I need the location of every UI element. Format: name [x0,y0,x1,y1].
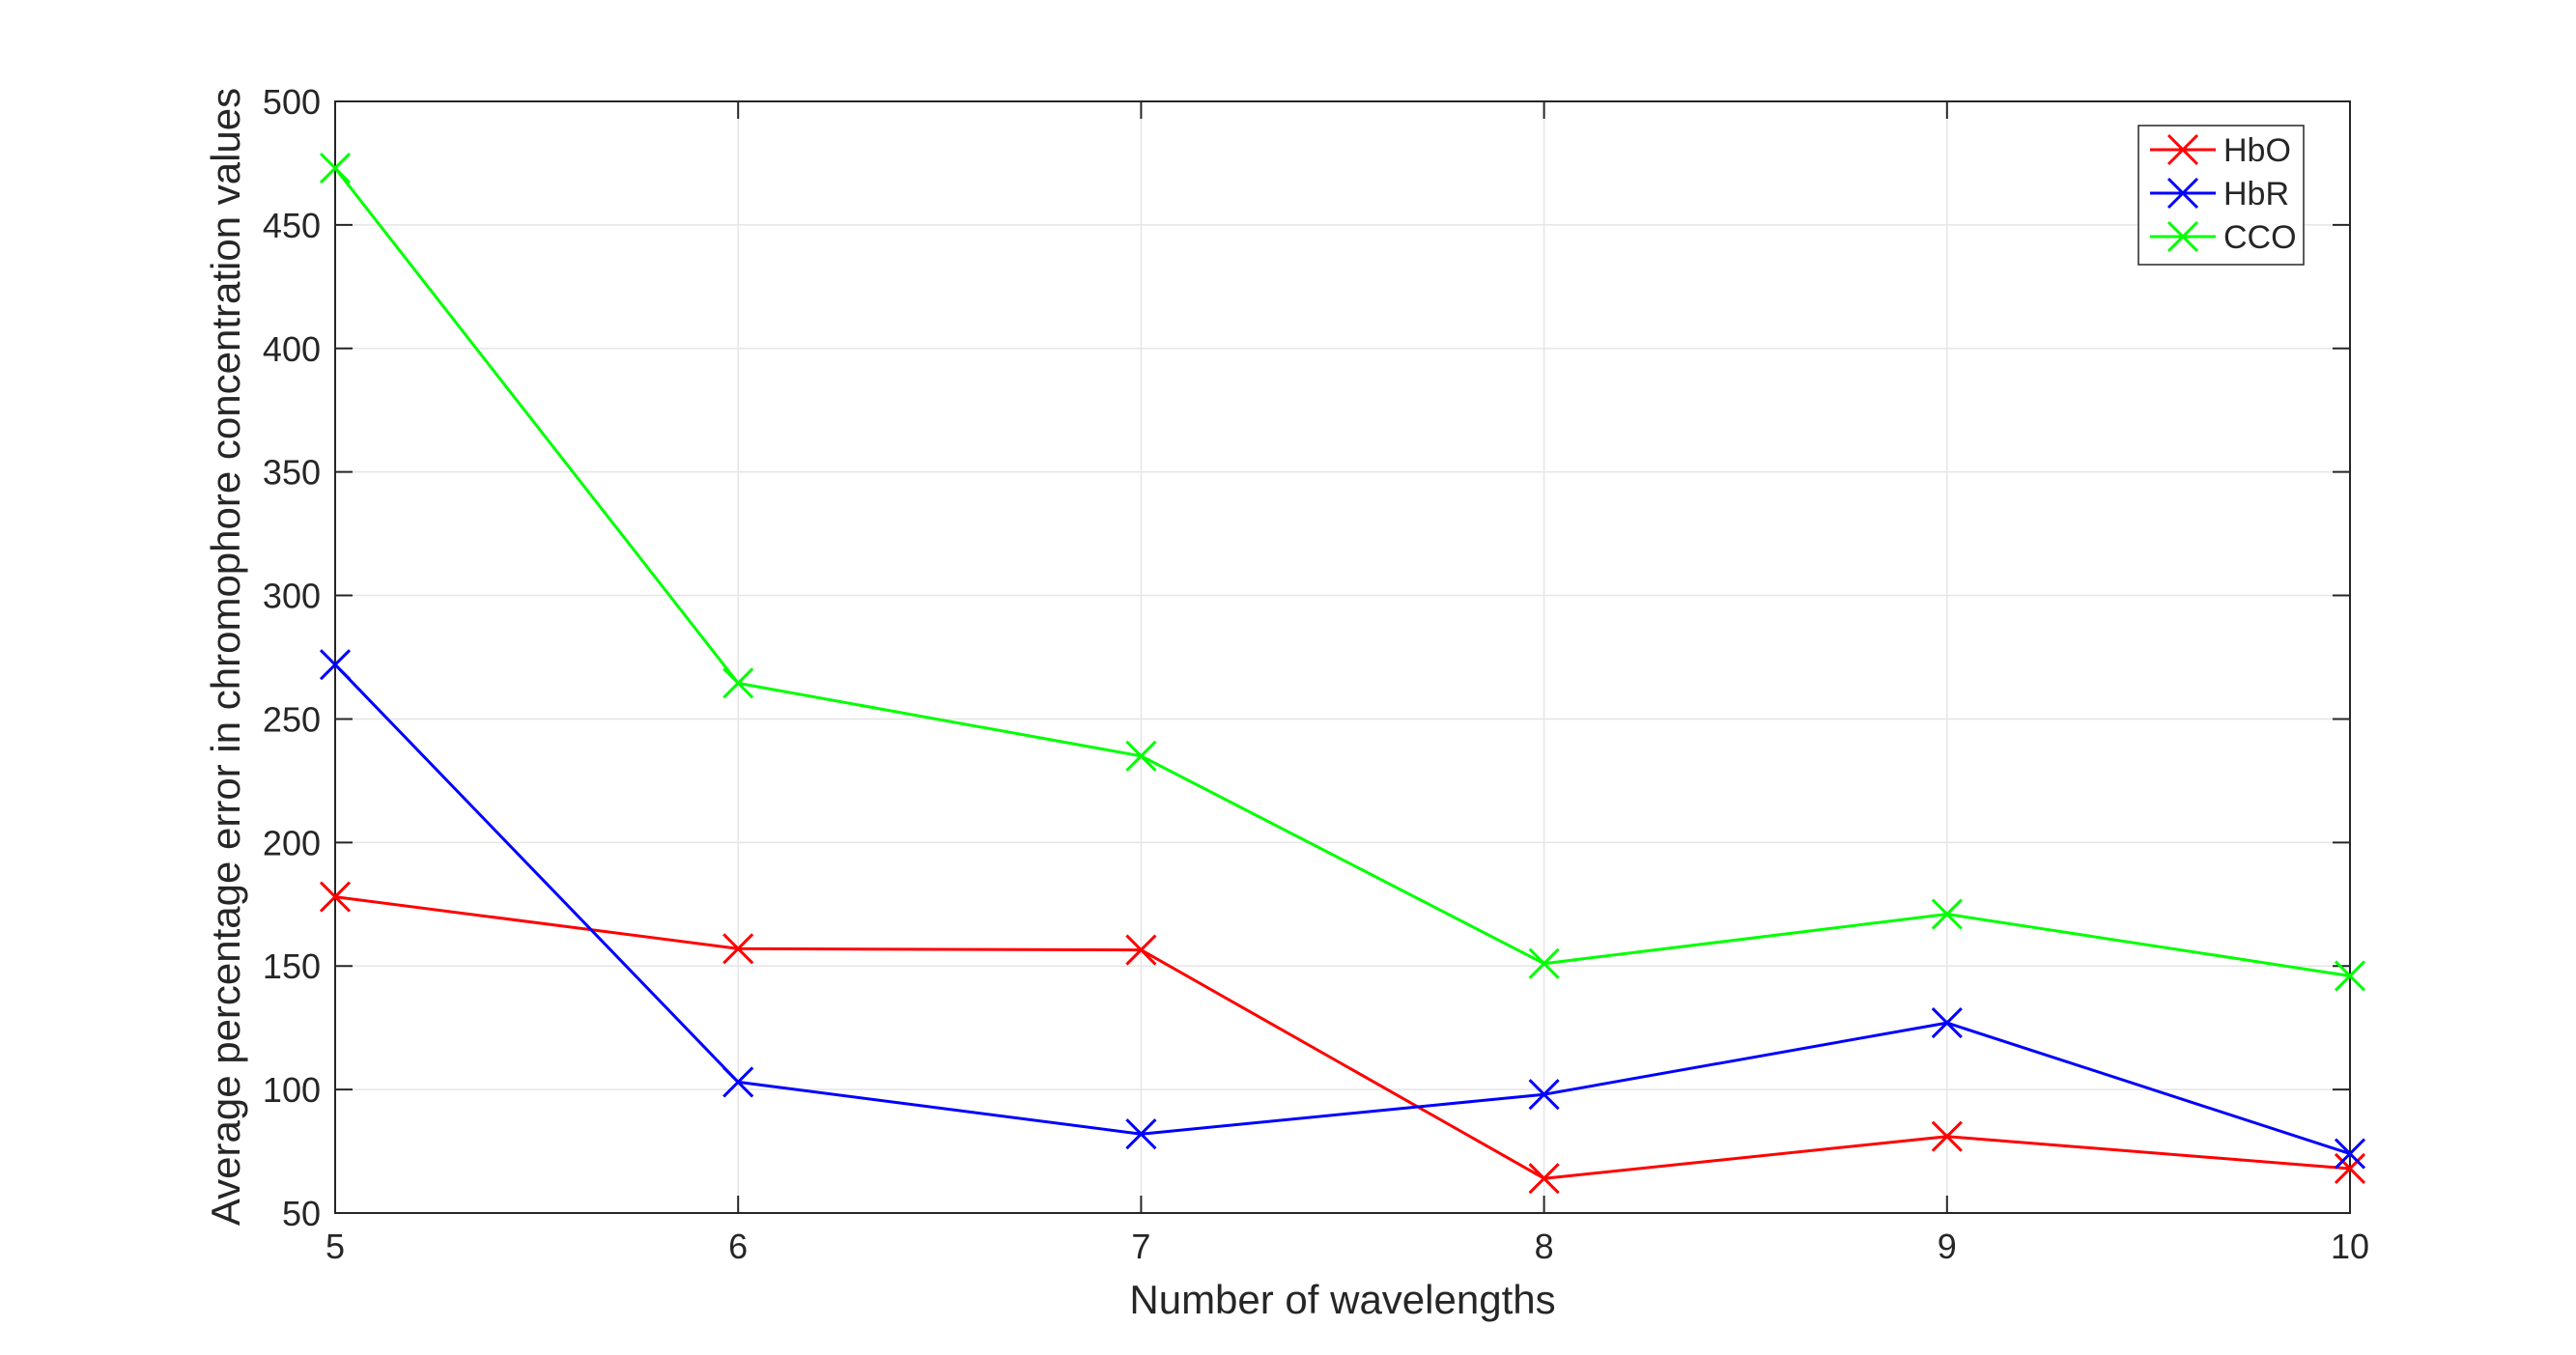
x-tick-label: 7 [1131,1227,1150,1266]
y-tick-label: 250 [263,699,321,739]
legend-label: HbO [2223,132,2291,169]
legend-marker [2166,177,2199,210]
y-tick-label: 450 [263,206,321,245]
data-point-marker [722,1066,754,1098]
data-point-marker [319,649,352,681]
y-tick-label: 50 [282,1194,321,1233]
x-tick-label: 10 [2331,1227,2369,1266]
x-tick-label: 8 [1535,1227,1554,1266]
x-tick-label: 5 [326,1227,345,1266]
plot-area-frame [334,100,2351,1214]
data-point-marker [319,881,352,913]
x-axis-label: Number of wavelengths [1129,1277,1555,1322]
y-axis-label: Average percentage error in chromophore … [203,88,248,1226]
data-point-marker [1125,740,1157,772]
y-tick-label: 300 [263,577,321,616]
legend-entry-cco: CCO [2150,219,2297,256]
series-hbr [319,649,2366,1170]
series [319,152,2366,1195]
y-tick-label: 100 [263,1070,321,1110]
series-cco [319,152,2366,992]
series-line [333,663,2351,1156]
series-line [334,895,2351,1180]
x-tick-label: 9 [1938,1227,1957,1266]
y-tick-label: 150 [263,946,321,986]
legend-entries: HbO HbR CCO [2150,132,2297,256]
y-tick-label: 350 [263,453,321,493]
series-line [333,167,2351,977]
data-point-marker [722,667,754,699]
series-hbo [319,881,2366,1195]
data-point-marker [1931,1120,1963,1152]
x-tick-label: 6 [728,1227,748,1266]
data-point-marker [319,152,352,184]
data-point-marker [1125,1118,1157,1150]
y-tick-label: 500 [263,82,321,122]
data-point-marker [1528,947,1560,979]
data-point-marker [2334,1152,2366,1185]
grid [334,100,2351,1214]
x-tick-labels: 5 6 7 8 9 10 [326,1227,2369,1266]
legend-marker [2166,133,2199,166]
legend: HbO HbR CCO [2137,125,2305,266]
data-point-marker [1528,1163,1560,1195]
legend-entry-hbo: HbO [2150,132,2291,169]
data-point-marker [1528,1079,1560,1111]
legend-label: CCO [2223,219,2297,256]
data-point-marker [2334,1138,2366,1170]
y-tick-labels: 50 100 150 200 250 300 350 400 450 500 [263,82,321,1233]
legend-marker [2166,220,2199,253]
data-point-marker [722,933,754,965]
legend-entry-hbr: HbR [2150,176,2289,212]
y-tick-label: 200 [263,823,321,862]
data-point-marker [1931,1006,1963,1039]
data-point-marker [1125,934,1157,966]
data-point-marker [1931,898,1963,930]
legend-label: HbR [2223,176,2289,212]
data-point-marker [2334,960,2366,992]
y-tick-label: 400 [263,329,321,369]
